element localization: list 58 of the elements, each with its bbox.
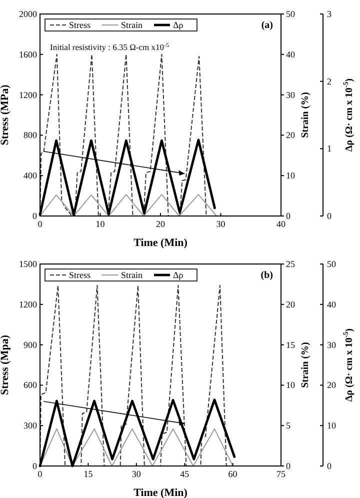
y2-tick-label: 50 (286, 9, 296, 19)
legend-label: Strain (121, 270, 143, 280)
x-tick-label: 75 (276, 469, 286, 479)
x-axis-title: Time (Min) (134, 487, 188, 498)
y-tick-label: 400 (24, 170, 38, 181)
y-tick-label: 900 (24, 340, 38, 350)
x-tick-label: 45 (180, 469, 190, 479)
x-tick-label: 15 (84, 469, 94, 479)
y-tick-label: 1200 (19, 299, 38, 310)
y-tick-label: 0 (32, 461, 38, 471)
y-tick-label: 300 (24, 420, 38, 431)
x-tick-label: 60 (228, 469, 238, 479)
x-tick-label: 20 (156, 219, 166, 229)
y2-tick-label: 20 (286, 130, 296, 140)
annotation: (a) (261, 20, 273, 31)
y2-tick-label: 10 (286, 380, 296, 390)
y-tick-label: 1200 (19, 90, 38, 100)
y-axis-title: Stress (MPa) (0, 84, 11, 146)
y2-tick-label: 25 (286, 259, 296, 269)
y3-tick-label: 3 (327, 9, 332, 19)
y-tick-label: 600 (24, 380, 38, 390)
legend-label: Δρ (173, 20, 184, 30)
y2-axis-title: Strain (%) (300, 342, 311, 388)
legend-label: Δρ (173, 270, 184, 280)
y3-tick-label: 0 (327, 211, 332, 221)
x-tick-label: 10 (96, 219, 106, 229)
y3-tick-label: 2 (327, 76, 332, 86)
y3-tick-label: 10 (327, 420, 336, 431)
y2-tick-label: 10 (286, 170, 296, 181)
x-tick-label: 40 (276, 219, 286, 229)
x-axis-title: Time (Min) (134, 237, 188, 249)
x-tick-label: 30 (216, 219, 226, 229)
x-tick-label: 30 (132, 469, 142, 479)
y2-tick-label: 30 (286, 90, 296, 100)
y-tick-label: 1500 (19, 259, 38, 269)
y2-tick-label: 0 (286, 461, 291, 471)
y3-tick-label: 30 (327, 340, 336, 350)
y3-tick-label: 1 (327, 144, 332, 154)
annotation: (b) (260, 270, 273, 281)
y2-tick-label: 5 (286, 420, 291, 431)
y-axis-title: Stress (Mpa) (0, 334, 11, 395)
y2-axis-title: Strain (%) (300, 92, 311, 138)
y2-tick-label: 15 (286, 340, 296, 350)
y2-tick-label: 40 (286, 49, 296, 60)
y3-tick-label: 50 (327, 259, 336, 269)
y3-tick-label: 0 (327, 461, 332, 471)
y-tick-label: 2000 (19, 9, 38, 19)
annotation: Initial resistivity : 6.35 Ω-cm x10$^{-5}$ (50, 42, 169, 52)
y-tick-label: 800 (24, 130, 38, 140)
y-tick-label: 1600 (19, 49, 38, 60)
legend-label: Stress (69, 270, 91, 280)
y2-tick-label: 0 (286, 211, 291, 221)
y3-tick-label: 40 (327, 299, 336, 310)
legend-label: Strain (121, 20, 143, 30)
legend-label: Stress (69, 20, 91, 30)
y-tick-label: 0 (32, 211, 38, 221)
y2-tick-label: 20 (286, 299, 296, 310)
y3-tick-label: 20 (327, 380, 336, 390)
